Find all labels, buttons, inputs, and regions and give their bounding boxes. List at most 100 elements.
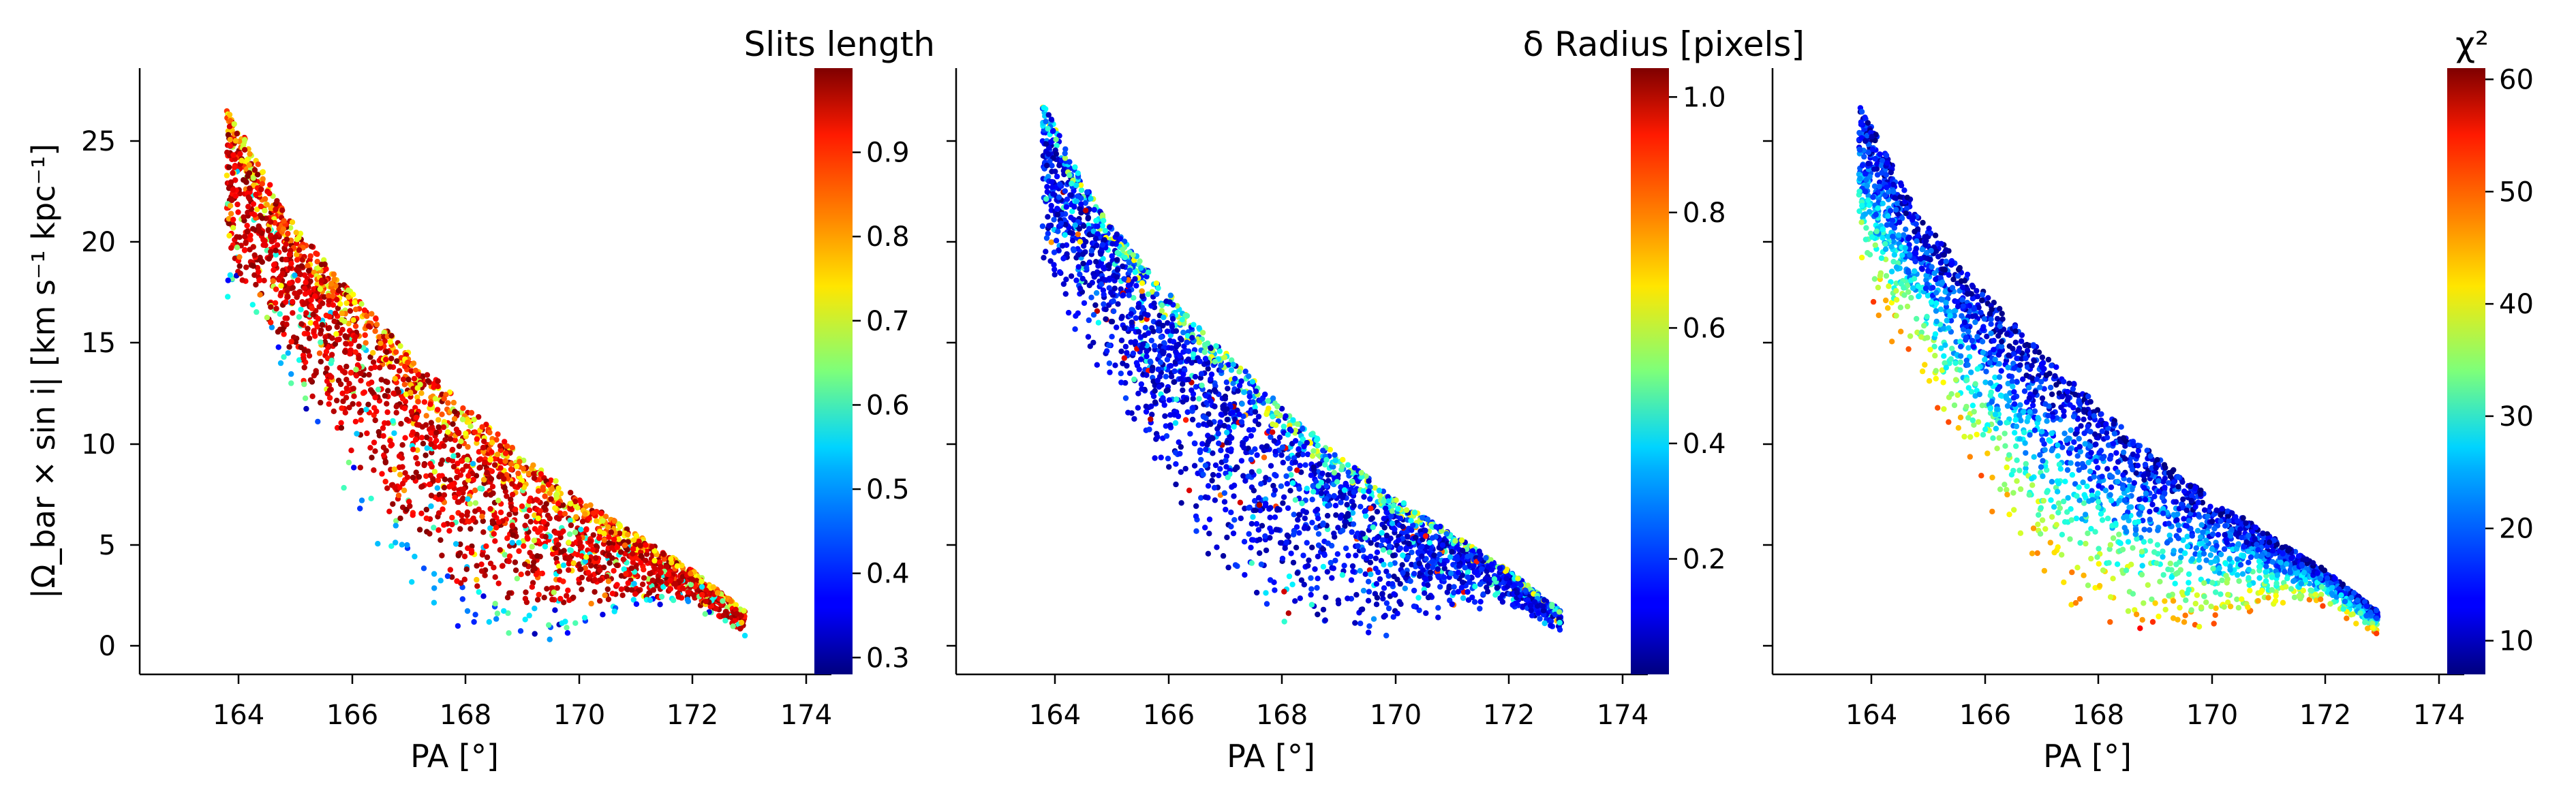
scatter-point: [1368, 505, 1374, 512]
scatter-point: [1239, 401, 1245, 407]
scatter-point: [243, 178, 249, 185]
scatter-point: [590, 532, 596, 538]
scatter-point: [390, 418, 396, 424]
scatter-point: [326, 394, 333, 401]
scatter-point: [1206, 419, 1212, 426]
scatter-point: [464, 512, 470, 518]
scatter-point: [1338, 499, 1344, 505]
scatter-point: [1329, 575, 1335, 581]
scatter-point: [573, 514, 579, 520]
scatter-point: [1202, 463, 1209, 469]
scatter-point: [438, 578, 444, 584]
scatter-point: [1168, 373, 1175, 379]
scatter-point: [690, 576, 696, 582]
scatter-point: [1270, 421, 1276, 427]
scatter-point: [1257, 550, 1263, 557]
scatter-point: [1190, 396, 1196, 402]
scatter-point: [593, 554, 599, 561]
scatter-point: [1252, 498, 1258, 504]
scatter-point: [471, 619, 477, 625]
scatter-point: [1323, 483, 1330, 489]
scatter-point: [345, 287, 352, 294]
scatter-point: [326, 401, 332, 407]
scatter-point: [311, 328, 317, 334]
scatter-point: [296, 357, 303, 363]
scatter-point: [356, 401, 362, 407]
scatter-point: [336, 337, 342, 343]
scatter-point: [413, 469, 419, 475]
scatter-point: [588, 600, 594, 607]
scatter-point: [256, 223, 262, 230]
scatter-point: [1383, 568, 1390, 575]
scatter-point: [1465, 569, 1471, 575]
scatter-point: [281, 218, 287, 224]
scatter-point: [464, 417, 470, 423]
scatter-point: [1148, 337, 1155, 344]
scatter-point: [720, 598, 726, 604]
scatter-point: [387, 364, 393, 370]
scatter-point: [1210, 450, 1216, 456]
scatter-point: [649, 577, 656, 584]
scatter-point: [1099, 212, 1106, 219]
scatter-point: [1248, 560, 1255, 566]
scatter-point: [1062, 291, 1069, 297]
scatter-point: [1221, 490, 1228, 496]
scatter-point: [384, 485, 390, 491]
scatter-point: [410, 360, 417, 366]
scatter-point: [630, 559, 636, 565]
scatter-point: [315, 418, 321, 425]
scatter-point: [241, 247, 248, 253]
scatter-point: [418, 390, 425, 396]
scatter-point: [505, 610, 511, 616]
scatter-point: [364, 313, 370, 319]
scatter-point: [244, 223, 250, 229]
scatter-point: [332, 310, 339, 317]
scatter-point: [1406, 540, 1412, 547]
scatter-point: [228, 179, 234, 185]
scatter-point: [504, 443, 510, 450]
scatter-point: [1357, 567, 1364, 574]
scatter-point: [245, 194, 251, 200]
scatter-point: [1252, 409, 1259, 415]
scatter-point: [1133, 360, 1140, 366]
scatter-point: [1350, 521, 1357, 527]
scatter-point: [1262, 533, 1268, 540]
scatter-point: [1477, 581, 1484, 587]
scatter-point: [1197, 449, 1203, 456]
scatter-point: [1056, 247, 1062, 253]
scatter-point: [1047, 258, 1054, 264]
scatter-point: [428, 394, 434, 401]
scatter-point: [362, 332, 368, 339]
scatter-point: [1441, 574, 1447, 580]
scatter-point: [476, 449, 482, 455]
scatter-point: [1106, 360, 1113, 366]
scatter-point: [1272, 587, 1278, 593]
scatter-point: [506, 553, 513, 559]
scatter-point: [1437, 584, 1443, 590]
scatter-point: [265, 227, 272, 233]
scatter-point: [369, 379, 375, 386]
scatter-point: [1362, 571, 1368, 577]
scatter-point: [280, 226, 287, 232]
scatter-point: [1090, 312, 1097, 318]
scatter-point: [1427, 569, 1434, 576]
x-tick-label: 172: [666, 700, 718, 731]
scatter-point: [302, 291, 309, 297]
scatter-point: [521, 543, 527, 549]
scatter-point: [258, 203, 264, 210]
scatter-point: [1088, 294, 1094, 300]
scatter-point: [624, 531, 631, 538]
scatter-point: [1483, 554, 1489, 561]
scatter-point: [338, 424, 345, 431]
scatter-point: [476, 413, 482, 420]
scatter-point: [1304, 486, 1310, 492]
scatter-point: [361, 389, 367, 395]
scatter-point: [522, 595, 529, 602]
scatter-point: [247, 185, 253, 191]
scatter-point: [1296, 530, 1302, 536]
scatter-point: [285, 350, 291, 356]
scatter-point: [375, 386, 382, 392]
scatter-point: [435, 477, 442, 484]
scatter-point: [647, 597, 654, 604]
scatter-point: [399, 442, 405, 448]
